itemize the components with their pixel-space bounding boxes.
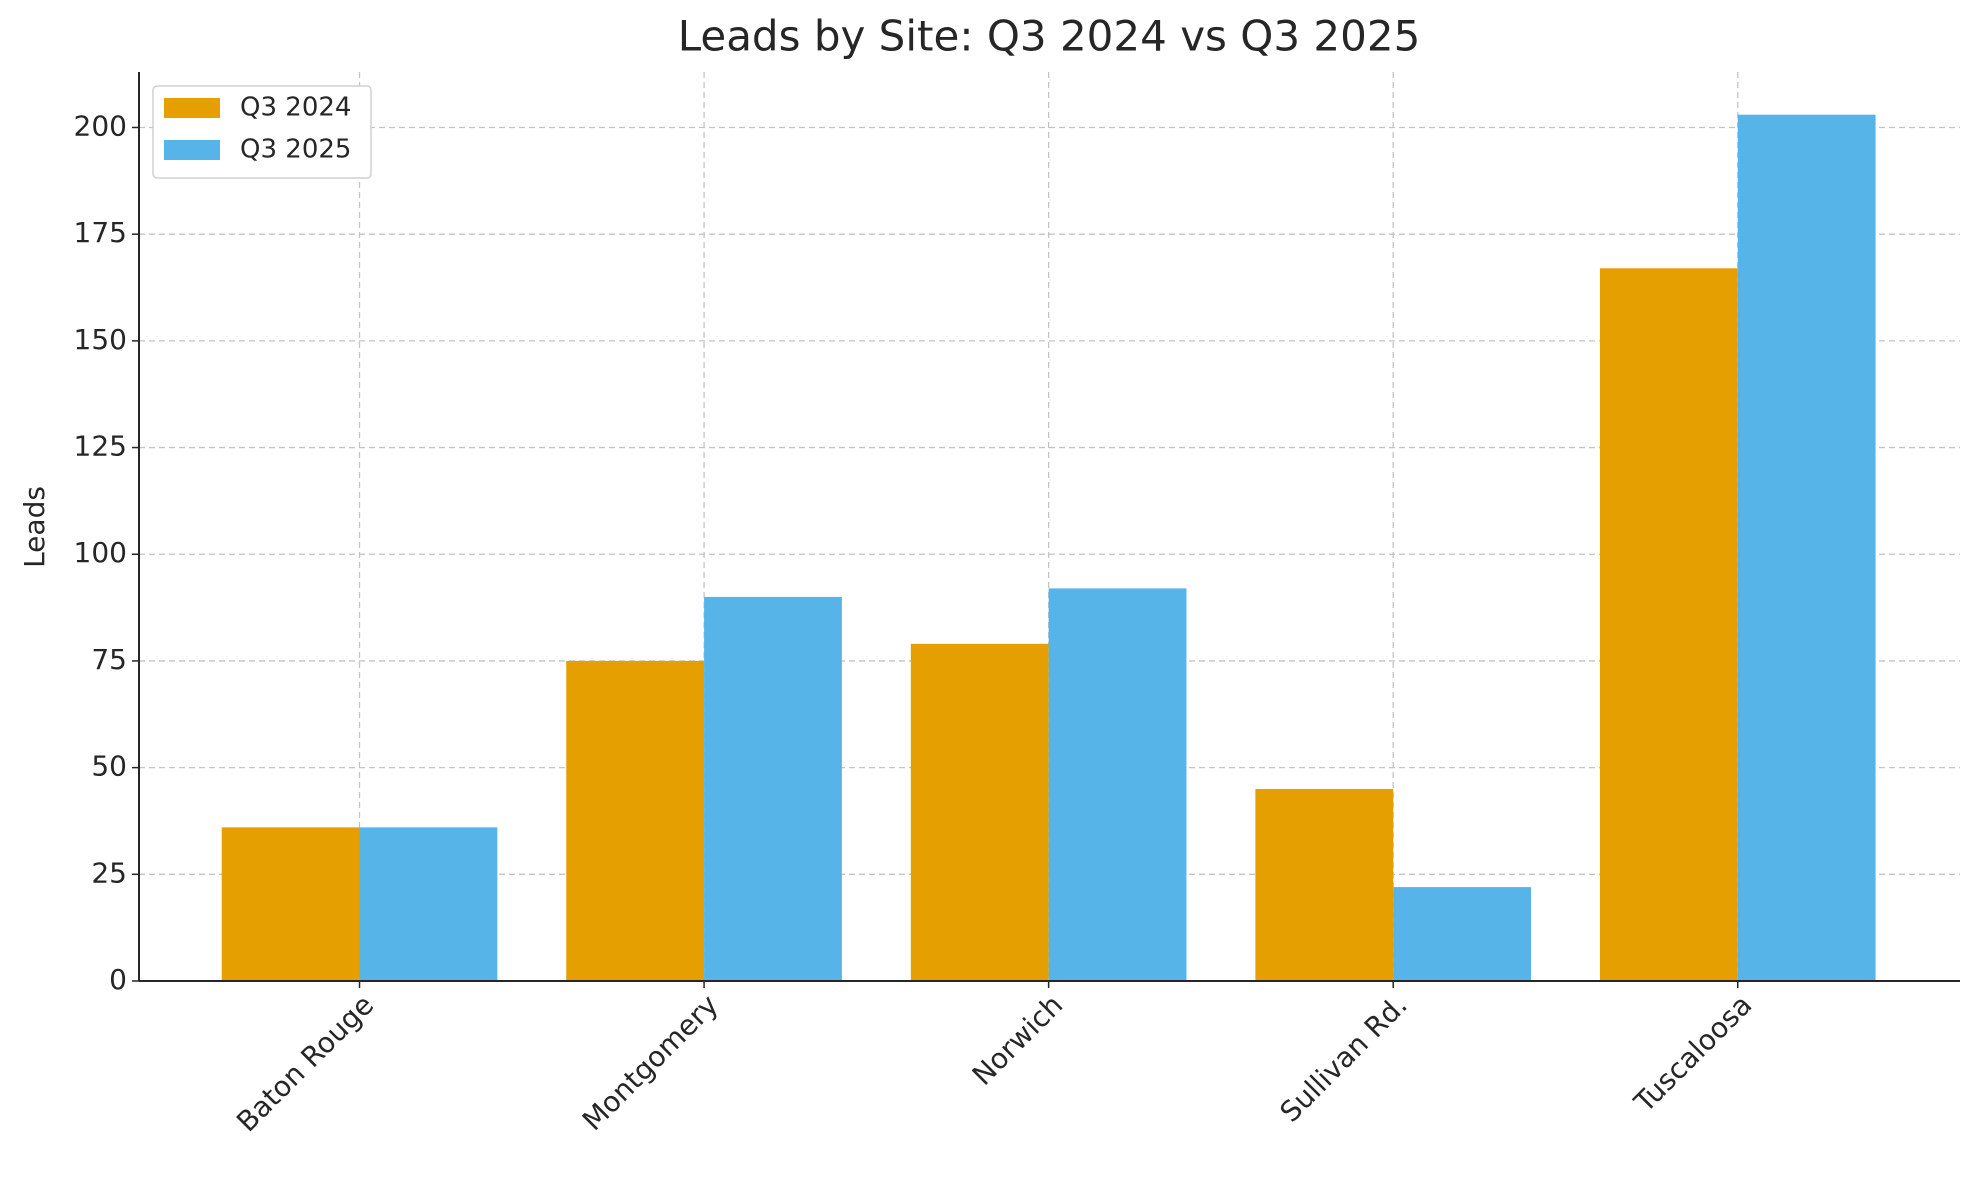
y-tick-label: 200 xyxy=(74,109,127,142)
bar xyxy=(910,643,1049,981)
bar xyxy=(1255,788,1394,981)
y-axis-label: Leads xyxy=(18,486,51,568)
x-tick-label: Norwich xyxy=(966,988,1070,1092)
x-tick-label: Montgomery xyxy=(576,988,725,1137)
x-tick-label: Baton Rouge xyxy=(230,988,380,1138)
bar xyxy=(1393,887,1532,981)
y-tick-label: 0 xyxy=(109,963,127,996)
x-tick-label: Tuscaloosa xyxy=(1627,988,1758,1119)
x-tick-label: Sullivan Rd. xyxy=(1274,988,1414,1128)
y-tick-label: 150 xyxy=(74,323,127,356)
legend-label: Q3 2024 xyxy=(240,93,351,123)
bar xyxy=(359,827,498,981)
y-tick-label: 125 xyxy=(74,430,127,463)
y-tick-label: 25 xyxy=(91,856,127,889)
y-tick-label: 175 xyxy=(74,216,127,249)
legend-label: Q3 2025 xyxy=(240,135,351,165)
bar xyxy=(1599,268,1738,982)
bar xyxy=(1737,114,1876,982)
chart-title: Leads by Site: Q3 2024 vs Q3 2025 xyxy=(678,12,1421,61)
bar xyxy=(704,596,842,981)
y-tick-label: 75 xyxy=(91,643,127,676)
y-tick-label: 50 xyxy=(91,750,127,783)
bar xyxy=(1048,588,1187,981)
bar xyxy=(221,827,360,981)
legend-swatch xyxy=(164,98,220,118)
legend-swatch xyxy=(164,140,220,160)
bar xyxy=(566,660,705,981)
y-tick-label: 100 xyxy=(74,536,127,569)
